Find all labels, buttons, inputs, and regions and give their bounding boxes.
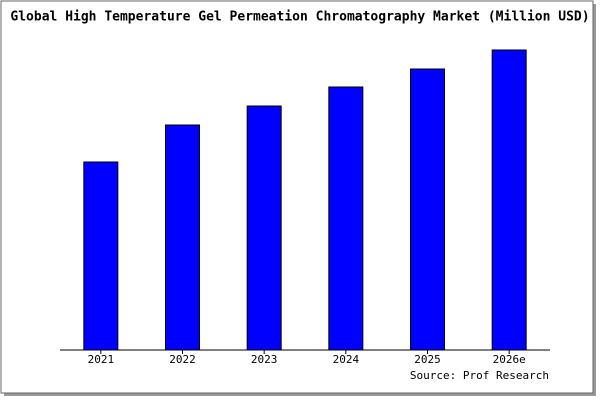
chart-title: Global High Temperature Gel Permeation C… <box>10 10 589 25</box>
x-tick-label: 2025 <box>414 353 441 366</box>
bar <box>246 105 282 351</box>
chart-body: Global High Temperature Gel Permeation C… <box>10 10 589 383</box>
x-tick-label: 2026e <box>493 353 526 366</box>
bar <box>165 124 200 351</box>
x-tick-label: 2021 <box>88 353 115 366</box>
bar <box>491 49 527 351</box>
bar <box>328 86 364 351</box>
x-tick-label: 2022 <box>169 353 196 366</box>
source-note: Source: Prof Research <box>410 369 549 382</box>
bar <box>83 161 119 351</box>
bar <box>410 68 445 351</box>
x-tick-label: 2023 <box>251 353 278 366</box>
x-tick-label: 2024 <box>333 353 360 366</box>
